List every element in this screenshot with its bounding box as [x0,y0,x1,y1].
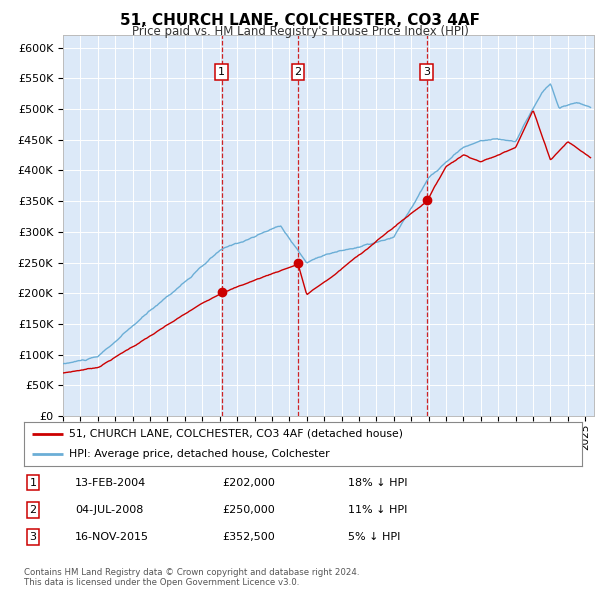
Text: 1: 1 [29,478,37,487]
Text: 51, CHURCH LANE, COLCHESTER, CO3 4AF: 51, CHURCH LANE, COLCHESTER, CO3 4AF [120,13,480,28]
Text: 1: 1 [218,67,225,77]
Text: 5% ↓ HPI: 5% ↓ HPI [348,532,400,542]
Text: £352,500: £352,500 [222,532,275,542]
Text: 04-JUL-2008: 04-JUL-2008 [75,505,143,514]
Text: 2: 2 [295,67,302,77]
Text: 3: 3 [29,532,37,542]
Text: 51, CHURCH LANE, COLCHESTER, CO3 4AF (detached house): 51, CHURCH LANE, COLCHESTER, CO3 4AF (de… [68,429,403,439]
Text: 18% ↓ HPI: 18% ↓ HPI [348,478,407,487]
Text: 11% ↓ HPI: 11% ↓ HPI [348,505,407,514]
Text: £202,000: £202,000 [222,478,275,487]
Text: 3: 3 [423,67,430,77]
Text: 13-FEB-2004: 13-FEB-2004 [75,478,146,487]
Text: Price paid vs. HM Land Registry's House Price Index (HPI): Price paid vs. HM Land Registry's House … [131,25,469,38]
Text: Contains HM Land Registry data © Crown copyright and database right 2024.
This d: Contains HM Land Registry data © Crown c… [24,568,359,587]
Text: HPI: Average price, detached house, Colchester: HPI: Average price, detached house, Colc… [68,449,329,459]
Text: £250,000: £250,000 [222,505,275,514]
Text: 16-NOV-2015: 16-NOV-2015 [75,532,149,542]
Text: 2: 2 [29,505,37,514]
